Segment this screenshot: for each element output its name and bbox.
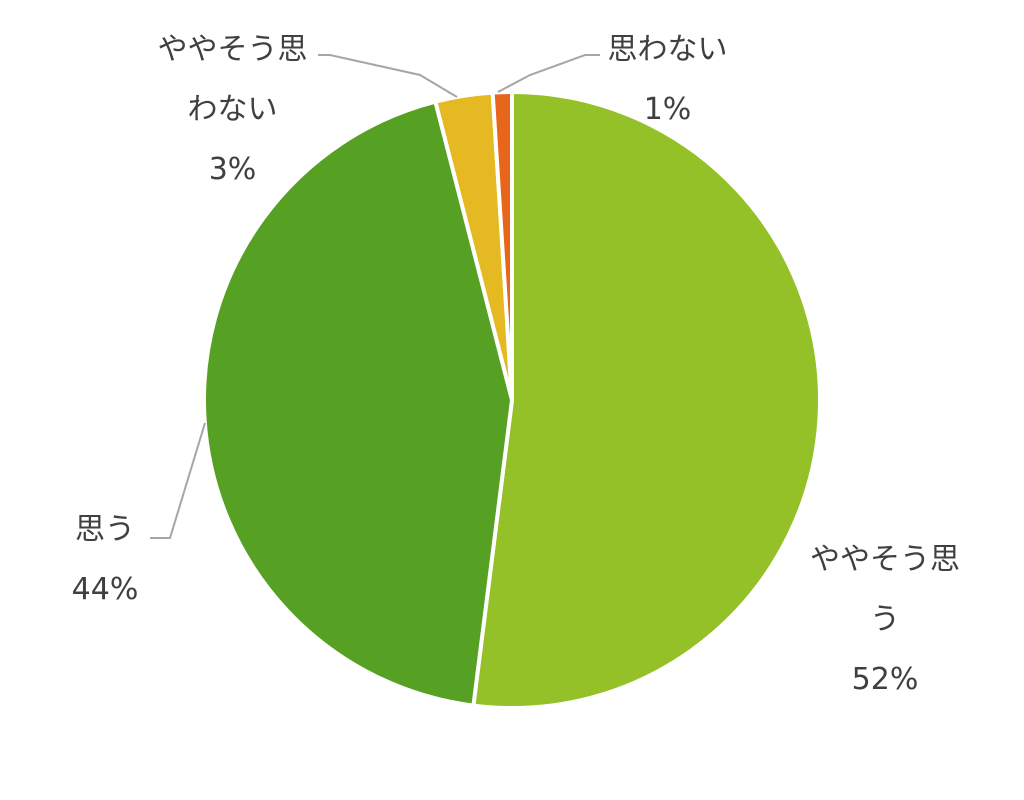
pie-slice [202,99,515,708]
pie-slice [490,89,514,401]
category-label: ややそう思わない [157,32,308,127]
data-label: ややそう思う 52% [800,530,970,710]
data-label: 思う 44% [30,500,180,620]
value-label: 1% [643,92,692,127]
leader-line [497,54,600,93]
pie-slice [471,89,822,710]
category-label: 思わない [607,32,728,67]
value-label: 3% [208,152,257,187]
data-label: ややそう思わない 3% [150,20,315,200]
leader-line [318,54,458,98]
leader-line [150,422,206,539]
value-label: 44% [71,572,139,607]
data-label: 思わない 1% [585,20,750,140]
category-label: 思う [75,512,135,547]
value-label: 52% [851,662,919,697]
category-label: ややそう思う [810,542,960,637]
